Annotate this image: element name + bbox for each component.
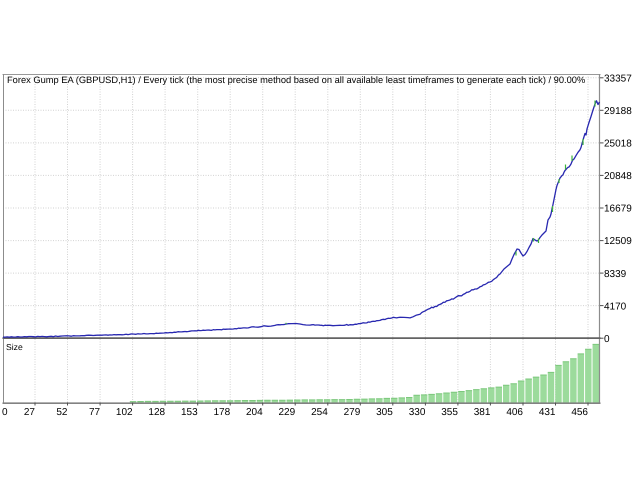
svg-text:153: 153 [181,407,198,418]
svg-text:20848: 20848 [604,171,632,182]
svg-text:102: 102 [116,407,133,418]
svg-text:0: 0 [2,407,8,418]
svg-text:27: 27 [24,407,36,418]
svg-text:Size: Size [6,342,23,352]
svg-text:52: 52 [56,407,68,418]
svg-text:77: 77 [89,407,101,418]
svg-text:12509: 12509 [604,236,632,247]
svg-text:381: 381 [474,407,491,418]
svg-text:254: 254 [311,407,328,418]
svg-text:0: 0 [604,334,610,345]
svg-text:204: 204 [246,407,263,418]
svg-text:33357: 33357 [604,74,632,85]
svg-text:29188: 29188 [604,106,632,117]
svg-text:178: 178 [214,407,231,418]
svg-text:305: 305 [376,407,393,418]
svg-text:330: 330 [409,407,426,418]
svg-text:8339: 8339 [604,269,627,280]
svg-text:128: 128 [148,407,165,418]
svg-text:431: 431 [539,407,556,418]
svg-text:406: 406 [506,407,523,418]
svg-text:16679: 16679 [604,204,632,215]
svg-text:Forex Gump EA (GBPUSD,H1) / Ev: Forex Gump EA (GBPUSD,H1) / Every tick (… [7,75,585,85]
svg-text:229: 229 [279,407,296,418]
svg-text:25018: 25018 [604,139,632,150]
svg-text:456: 456 [571,407,588,418]
svg-text:279: 279 [344,407,361,418]
svg-text:355: 355 [441,407,458,418]
svg-text:4170: 4170 [604,301,627,312]
